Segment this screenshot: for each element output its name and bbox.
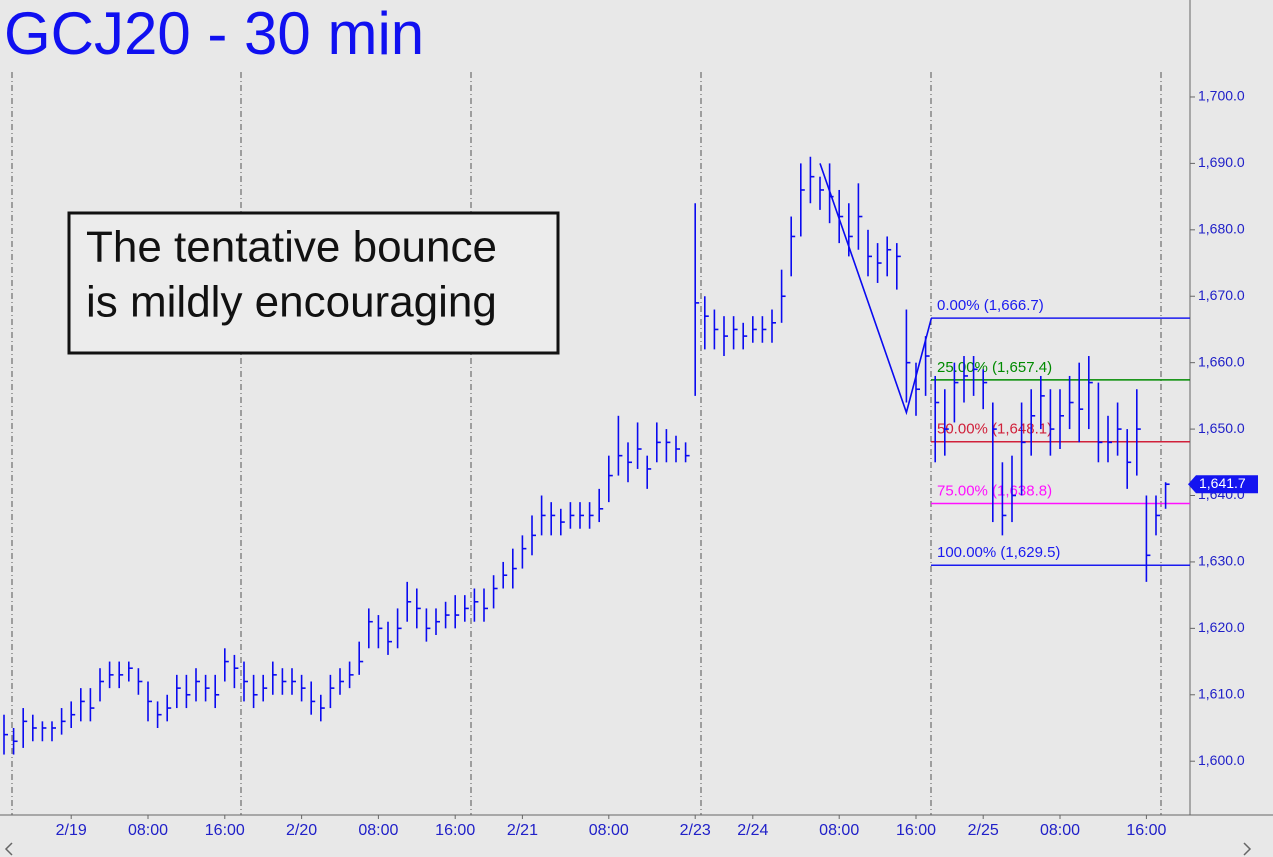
x-tick-label: 2/23	[680, 822, 711, 839]
x-tick-label: 08:00	[589, 822, 629, 839]
y-tick-label: 1,600.0	[1198, 752, 1245, 768]
x-tick-label: 2/19	[56, 822, 87, 839]
annotation-line: is mildly encouraging	[86, 278, 497, 327]
y-tick-label: 1,650.0	[1198, 420, 1245, 436]
x-tick-label: 16:00	[1126, 822, 1166, 839]
x-tick-label: 2/20	[286, 822, 317, 839]
x-tick-label: 16:00	[205, 822, 245, 839]
price-bars	[3, 156, 1170, 755]
x-tick-label: 08:00	[819, 822, 859, 839]
x-tick-label: 2/21	[507, 822, 538, 839]
y-tick-label: 1,610.0	[1198, 685, 1245, 701]
level-label: 75.00% (1,638.8)	[937, 482, 1052, 499]
level-label: 100.00% (1,629.5)	[937, 544, 1060, 561]
level-label: 25.00% (1,657.4)	[937, 359, 1052, 376]
x-tick-label: 2/24	[737, 822, 768, 839]
annotation-box	[67, 211, 560, 355]
level-label: 0.00% (1,666.7)	[937, 297, 1044, 314]
x-tick-label: 16:00	[896, 822, 936, 839]
scroll-right[interactable]	[1243, 842, 1252, 856]
x-tick-label: 16:00	[435, 822, 475, 839]
chart-title: GCJ20 - 30 min	[4, 0, 424, 67]
y-tick-label: 1,660.0	[1198, 353, 1245, 369]
x-tick-label: 2/25	[968, 822, 999, 839]
y-tick-label: 1,620.0	[1198, 619, 1245, 635]
annotation-line: The tentative bounce	[86, 223, 497, 272]
swing-line	[819, 163, 933, 416]
y-tick-label: 1,680.0	[1198, 221, 1245, 237]
y-tick-label: 1,690.0	[1198, 154, 1245, 170]
last-price-label: 1,641.7	[1199, 475, 1246, 491]
x-tick-label: 08:00	[128, 822, 168, 839]
x-tick-label: 08:00	[358, 822, 398, 839]
y-tick-label: 1,670.0	[1198, 287, 1245, 303]
scroll-left[interactable]	[4, 842, 13, 856]
x-tick-label: 08:00	[1040, 822, 1080, 839]
last-price-box	[1188, 475, 1258, 494]
y-tick-label: 1,700.0	[1198, 88, 1245, 104]
y-tick-label: 1,630.0	[1198, 553, 1245, 569]
